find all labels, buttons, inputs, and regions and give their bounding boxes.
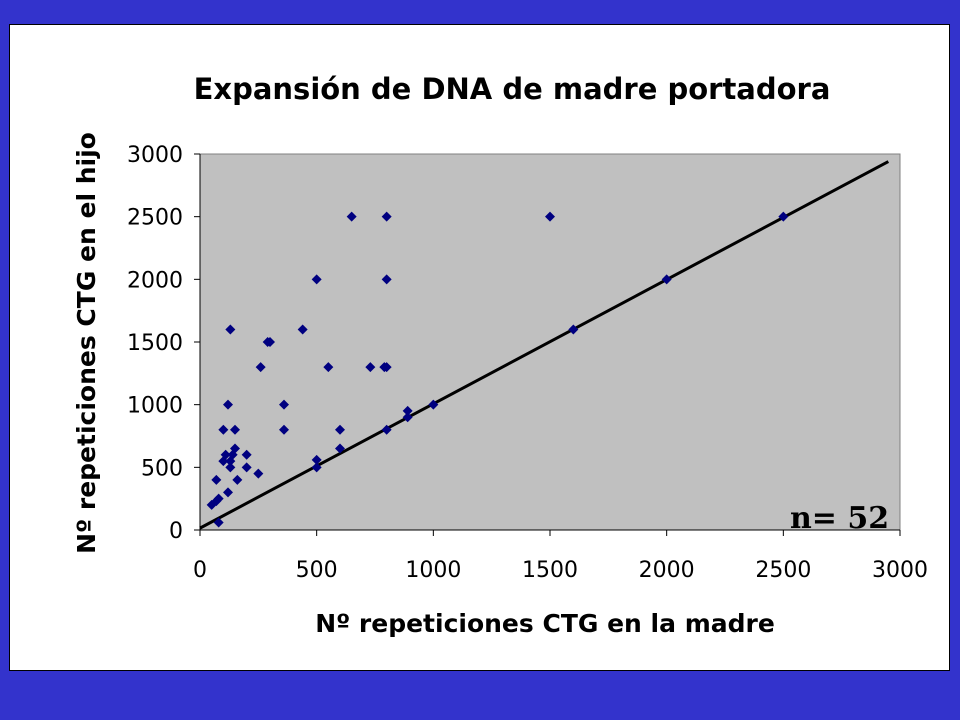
y-tick-label: 0 <box>169 519 183 544</box>
data-point <box>218 424 229 435</box>
data-point <box>223 487 233 498</box>
y-tick-label: 1500 <box>127 331 183 356</box>
y-tick-label: 2500 <box>127 206 183 231</box>
data-point <box>213 493 224 504</box>
data-point <box>223 399 233 410</box>
x-tick-label: 1000 <box>405 558 461 583</box>
data-point <box>365 362 376 373</box>
data-point <box>381 211 392 222</box>
y-tick-label: 500 <box>141 456 183 481</box>
data-point <box>241 462 252 473</box>
data-point <box>311 454 322 465</box>
data-point <box>241 449 252 460</box>
data-point <box>297 324 308 335</box>
data-point <box>211 474 222 485</box>
data-point <box>661 274 672 285</box>
y-tick-label: 1000 <box>127 394 183 419</box>
x-tick-label: 2000 <box>639 558 695 583</box>
data-point <box>279 399 289 410</box>
x-tick-label: 2500 <box>755 558 811 583</box>
data-point <box>220 449 231 460</box>
data-point <box>335 424 345 435</box>
data-point <box>265 337 275 347</box>
data-point <box>778 211 789 222</box>
chart-panel: Expansión de DNA de madre portadora 0 500… <box>9 24 950 671</box>
data-point <box>255 362 266 373</box>
data-point <box>323 362 334 373</box>
data-point <box>311 462 322 473</box>
data-point <box>225 324 236 335</box>
data-point <box>402 405 413 416</box>
x-tick-label: 0 <box>193 558 207 583</box>
data-point <box>346 211 357 222</box>
sample-size-annotation: n= 52 <box>790 501 889 536</box>
data-point <box>381 424 392 435</box>
data-point <box>232 474 243 485</box>
data-point <box>428 399 439 410</box>
data-point <box>279 424 289 435</box>
data-point <box>381 274 392 285</box>
data-point <box>225 462 236 473</box>
data-point <box>381 362 392 373</box>
data-point <box>568 324 579 335</box>
chart-svg: Expansión de DNA de madre portadora 0 500… <box>72 72 928 638</box>
data-point <box>545 211 555 222</box>
x-tick-label: 500 <box>296 558 338 583</box>
data-point <box>230 443 240 454</box>
x-tick-label: 1500 <box>522 558 578 583</box>
data-point <box>213 517 224 528</box>
points-layer <box>206 211 789 528</box>
chart-title: Expansión de DNA de madre portadora <box>194 72 831 106</box>
ticks-layer: 0 500 1000 1500 2000 2500 3000 0 500 1000 1500 2000… <box>127 143 928 583</box>
y-axis-label: Nº repeticiones CTG en el hijo <box>72 132 101 554</box>
data-point <box>335 443 345 454</box>
y-tick-label: 3000 <box>127 143 183 168</box>
data-point <box>311 274 322 285</box>
data-point <box>253 468 264 479</box>
data-point <box>230 424 240 435</box>
x-tick-label: 3000 <box>872 558 928 583</box>
y-tick-label: 2000 <box>127 268 183 293</box>
x-axis-label: Nº repeticiones CTG en la madre <box>315 609 775 638</box>
data-point <box>402 412 413 423</box>
